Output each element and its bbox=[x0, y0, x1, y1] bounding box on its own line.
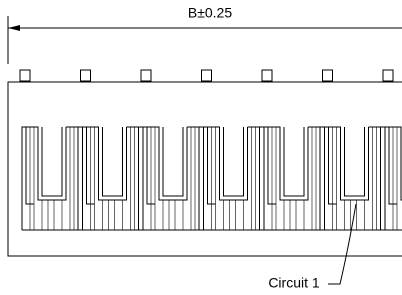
pin bbox=[81, 70, 91, 81]
terminal-wall bbox=[264, 127, 308, 230]
pins bbox=[20, 70, 393, 81]
terminal-wall bbox=[325, 127, 369, 230]
pin bbox=[262, 70, 272, 81]
slot-inner bbox=[345, 127, 365, 196]
terminal-comb bbox=[22, 127, 402, 230]
pin bbox=[202, 70, 212, 81]
slot-inner bbox=[103, 127, 123, 196]
connector-drawing: B±0.25 Circuit 1 bbox=[0, 0, 402, 295]
terminal-wall bbox=[204, 127, 248, 230]
pin bbox=[20, 70, 30, 81]
callout-label: Circuit 1 bbox=[268, 275, 320, 291]
terminal-wall bbox=[22, 127, 66, 230]
pin bbox=[383, 70, 393, 81]
slot-inner bbox=[224, 127, 244, 196]
terminal-wall bbox=[83, 127, 127, 230]
dimension-label: B±0.25 bbox=[188, 5, 232, 21]
terminal-wall bbox=[385, 127, 402, 230]
slot-inner bbox=[163, 127, 183, 196]
terminal-wall bbox=[143, 127, 187, 230]
slot-inner bbox=[284, 127, 304, 196]
dimension-arrow bbox=[8, 25, 20, 31]
pin bbox=[141, 70, 151, 81]
pin bbox=[323, 70, 333, 81]
slot-inner bbox=[42, 127, 62, 196]
